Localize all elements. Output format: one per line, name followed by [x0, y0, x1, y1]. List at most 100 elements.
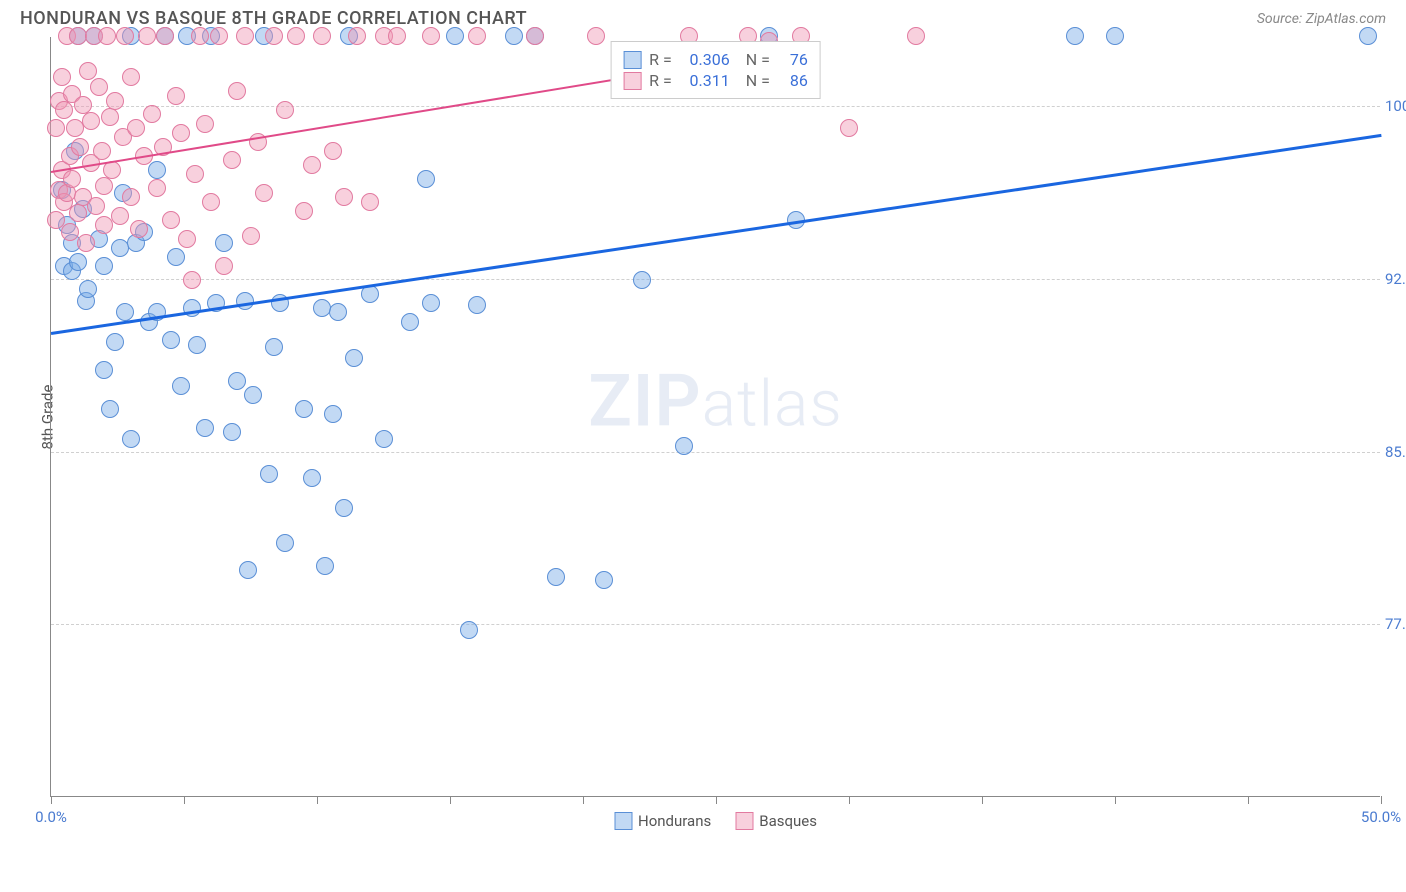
- data-point: [210, 27, 228, 45]
- data-point: [106, 333, 124, 351]
- legend-label: Hondurans: [638, 812, 711, 830]
- r-label: R =: [649, 71, 672, 90]
- data-point: [111, 207, 129, 225]
- data-point: [196, 115, 214, 133]
- data-point: [303, 156, 321, 174]
- data-point: [244, 386, 262, 404]
- series-legend: Hondurans Basques: [614, 812, 817, 830]
- y-tick-label: 77.5%: [1385, 615, 1406, 633]
- x-tick: [716, 796, 717, 804]
- data-point: [265, 338, 283, 356]
- data-point: [468, 27, 486, 45]
- data-point: [316, 557, 334, 575]
- x-tick: [849, 796, 850, 804]
- data-point: [122, 188, 140, 206]
- legend-swatch: [623, 51, 641, 69]
- data-point: [587, 27, 605, 45]
- data-point: [188, 336, 206, 354]
- data-point: [417, 170, 435, 188]
- data-point: [215, 257, 233, 275]
- watermark: ZIPatlas: [588, 359, 843, 444]
- data-point: [98, 27, 116, 45]
- data-point: [547, 568, 565, 586]
- data-point: [93, 142, 111, 160]
- data-point: [172, 377, 190, 395]
- data-point: [324, 405, 342, 423]
- data-point: [303, 469, 321, 487]
- data-point: [101, 400, 119, 418]
- data-point: [526, 27, 544, 45]
- data-point: [840, 119, 858, 137]
- data-point: [329, 303, 347, 321]
- data-point: [53, 68, 71, 86]
- data-point: [401, 313, 419, 331]
- data-point: [422, 27, 440, 45]
- data-point: [116, 303, 134, 321]
- x-tick: [1248, 796, 1249, 804]
- data-point: [1359, 27, 1377, 45]
- x-tick: [1115, 796, 1116, 804]
- data-point: [183, 271, 201, 289]
- data-point: [239, 561, 257, 579]
- data-point: [348, 27, 366, 45]
- legend-row: R = 0.311 N = 86: [623, 71, 808, 90]
- data-point: [633, 271, 651, 289]
- x-tick-label: 50.0%: [1361, 808, 1401, 826]
- data-point: [90, 78, 108, 96]
- data-point: [345, 349, 363, 367]
- data-point: [79, 280, 97, 298]
- data-point: [223, 151, 241, 169]
- gridline: [51, 106, 1380, 107]
- data-point: [595, 571, 613, 589]
- n-value: 86: [778, 71, 808, 90]
- data-point: [191, 27, 209, 45]
- data-point: [127, 119, 145, 137]
- data-point: [196, 419, 214, 437]
- data-point: [236, 292, 254, 310]
- r-label: R =: [649, 50, 672, 69]
- x-tick: [184, 796, 185, 804]
- scatter-plot: ZIPatlas R =0.306N =76R =0.311N =86 Hond…: [50, 37, 1380, 797]
- data-point: [55, 101, 73, 119]
- data-point: [167, 248, 185, 266]
- data-point: [148, 161, 166, 179]
- data-point: [228, 372, 246, 390]
- data-point: [63, 170, 81, 188]
- data-point: [287, 27, 305, 45]
- x-tick: [982, 796, 983, 804]
- gridline: [51, 279, 1380, 280]
- legend-item: Basques: [735, 812, 817, 830]
- data-point: [186, 165, 204, 183]
- data-point: [79, 62, 97, 80]
- correlation-legend: R =0.306N =76R =0.311N =86: [610, 41, 821, 99]
- legend-label: Basques: [759, 812, 817, 830]
- data-point: [675, 437, 693, 455]
- data-point: [324, 142, 342, 160]
- legend-item: Hondurans: [614, 812, 711, 830]
- data-point: [375, 430, 393, 448]
- data-point: [295, 202, 313, 220]
- data-point: [215, 234, 233, 252]
- data-point: [162, 211, 180, 229]
- data-point: [335, 499, 353, 517]
- data-point: [505, 27, 523, 45]
- data-point: [167, 87, 185, 105]
- r-value: 0.311: [680, 71, 730, 90]
- data-point: [95, 257, 113, 275]
- data-point: [178, 230, 196, 248]
- data-point: [77, 234, 95, 252]
- x-tick: [317, 796, 318, 804]
- n-value: 76: [778, 50, 808, 69]
- x-tick: [51, 796, 52, 804]
- n-label: N =: [746, 71, 770, 90]
- chart-title: HONDURAN VS BASQUE 8TH GRADE CORRELATION…: [20, 8, 527, 29]
- data-point: [276, 101, 294, 119]
- data-point: [101, 108, 119, 126]
- data-point: [130, 220, 148, 238]
- data-point: [446, 27, 464, 45]
- data-point: [335, 188, 353, 206]
- legend-row: R =0.306N =76: [623, 50, 808, 69]
- y-tick-label: 100.0%: [1385, 97, 1406, 115]
- data-point: [295, 400, 313, 418]
- data-point: [422, 294, 440, 312]
